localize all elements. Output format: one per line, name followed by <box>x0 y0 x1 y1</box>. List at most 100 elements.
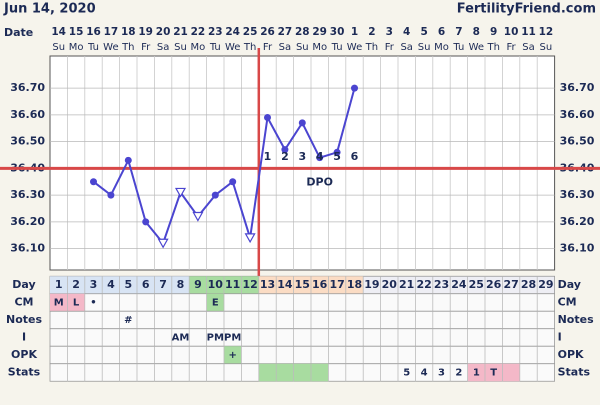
weekday-label: Sa <box>400 42 412 53</box>
temperature-point <box>316 154 324 162</box>
date-label: 6 <box>438 26 445 38</box>
y-tick-label: 36.10 <box>10 242 45 255</box>
weekday-label: Su <box>174 42 187 53</box>
day-number: 13 <box>260 278 275 291</box>
temperature-point <box>229 178 237 186</box>
temperature-point <box>192 211 204 222</box>
row-cell: AM <box>172 333 190 344</box>
cell-highlight <box>467 363 485 382</box>
day-number: 3 <box>90 278 98 291</box>
y-tick-label-right: 36.20 <box>560 215 595 228</box>
weekday-label: Tu <box>87 42 99 53</box>
cell-highlight <box>502 363 520 382</box>
weekday-label: We <box>347 42 362 53</box>
temperature-point <box>264 114 271 122</box>
y-tick-label-right: 36.10 <box>560 242 595 255</box>
day-number: 20 <box>382 278 398 291</box>
row-label-right: OPK <box>558 348 584 361</box>
date-label: 25 <box>243 26 258 38</box>
date-label: 29 <box>312 26 327 38</box>
weekday-label: Tu <box>331 42 343 53</box>
weekday-label: Mo <box>434 42 449 53</box>
cell-highlight <box>50 276 68 294</box>
weekday-label: Su <box>540 42 553 53</box>
weekday-label: Sa <box>522 42 534 53</box>
temperature-point <box>174 187 187 198</box>
weekday-label: Fr <box>507 42 517 53</box>
day-number: 4 <box>107 278 115 291</box>
day-number: 6 <box>142 278 150 291</box>
y-tick-label-right: 36.60 <box>560 108 595 121</box>
day-number: 28 <box>521 278 536 291</box>
y-tick-label-right: 36.50 <box>560 135 595 148</box>
weekday-label: Su <box>296 42 309 53</box>
date-label: 4 <box>403 26 410 38</box>
date-label: 10 <box>504 26 519 38</box>
weekday-label: We <box>225 42 240 53</box>
row-cell: • <box>90 298 96 309</box>
cell-highlight <box>206 276 224 294</box>
day-number: 5 <box>124 278 132 291</box>
dpo-label: DPO <box>306 175 333 188</box>
date-label: 22 <box>191 26 206 38</box>
row-label-right: Notes <box>558 313 594 326</box>
day-number: 24 <box>451 278 467 291</box>
cell-highlight <box>328 276 346 294</box>
row-background <box>49 345 556 365</box>
temperature-point <box>333 148 341 156</box>
plot-area <box>49 55 556 271</box>
weekday-label: Fr <box>141 42 151 53</box>
weekday-label: Fr <box>385 42 395 53</box>
row-label-right: Stats <box>558 366 591 379</box>
weekday-label: Th <box>486 42 499 53</box>
y-tick-label: 36.60 <box>10 108 45 121</box>
row-cell: # <box>124 315 132 326</box>
row-cell: E <box>212 298 219 309</box>
y-tick-label: 36.50 <box>10 135 45 148</box>
row-cell: + <box>229 350 237 361</box>
weekday-label: Su <box>52 42 65 53</box>
day-number: 29 <box>538 278 553 291</box>
date-label: 11 <box>521 26 536 38</box>
temperature-point <box>90 178 97 186</box>
date-label: 27 <box>278 26 293 38</box>
day-number: 27 <box>503 278 518 291</box>
day-number: 22 <box>416 278 431 291</box>
weekday-label: Sa <box>157 42 169 53</box>
temperature-point <box>142 218 150 226</box>
row-label: CM <box>14 296 33 309</box>
cell-highlight <box>50 293 68 312</box>
date-label: 15 <box>69 26 84 38</box>
source: FertilityFriend.com <box>457 2 596 17</box>
row-label-right: CM <box>558 296 577 309</box>
dpo-number: 1 <box>264 150 272 163</box>
cell-highlight <box>311 363 329 382</box>
row-label-right: Day <box>558 278 581 291</box>
row-cell: 2 <box>455 368 462 379</box>
cell-highlight <box>137 276 155 294</box>
date-label: 1 <box>351 26 358 38</box>
date-label: 21 <box>173 26 188 38</box>
date-label: 9 <box>490 26 497 38</box>
y-tick-label: 36.20 <box>10 215 45 228</box>
day-number: 17 <box>329 278 344 291</box>
y-tick-label: 36.30 <box>10 188 45 201</box>
row-cell: 1 <box>473 368 480 379</box>
date-label: 24 <box>225 26 240 38</box>
row-cell: 4 <box>421 368 428 379</box>
row-background <box>49 293 556 312</box>
row-label: Stats <box>8 366 41 379</box>
row-cell: 3 <box>438 368 445 379</box>
row-label: I <box>22 331 26 344</box>
weekday-label: Mo <box>191 42 206 53</box>
date-label: 3 <box>386 26 393 38</box>
temperature-point <box>298 119 306 127</box>
day-number: 23 <box>434 278 449 291</box>
row-cell: PM <box>207 333 224 344</box>
weekday-label: We <box>103 42 118 53</box>
row-label: Notes <box>6 313 42 326</box>
cell-highlight <box>293 363 311 382</box>
temperature-point <box>281 146 289 154</box>
row-label-right: I <box>558 331 562 344</box>
